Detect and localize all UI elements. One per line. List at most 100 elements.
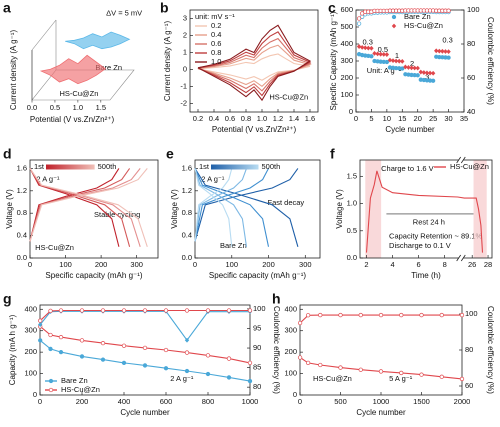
marker: [226, 375, 232, 380]
x-tick-label: 800: [202, 397, 215, 406]
y-axis-label: Specific Capacity (mAh g⁻¹): [329, 11, 338, 110]
panel-label: g: [3, 291, 12, 307]
y-tick-label: 100: [284, 369, 297, 378]
legend-label: 0.8: [211, 48, 221, 57]
marker: [446, 55, 451, 60]
x-tick-label: 0.4: [209, 114, 219, 123]
marker: [439, 374, 444, 379]
y-tick-label: 100: [24, 369, 37, 378]
marker: [459, 312, 465, 318]
marker: [400, 66, 405, 71]
x-tick-label: 2000: [454, 397, 471, 406]
marker: [437, 48, 442, 54]
marker: [142, 363, 148, 368]
marker: [400, 58, 405, 64]
marker: [384, 52, 390, 57]
shade: [365, 160, 382, 258]
series-line: [29, 168, 120, 247]
series-line: [365, 170, 484, 253]
x-tick-label: 300: [299, 260, 312, 269]
panel-label: a: [3, 0, 11, 16]
annotation: 3: [425, 72, 429, 81]
y-tick-label: 3: [183, 13, 187, 22]
y2-tick-label: 80: [467, 39, 475, 48]
annotation: Capacity Retention ~ 89.1%: [389, 231, 483, 240]
y-tick-label: 1.6: [17, 163, 27, 172]
y-tick-label: 600: [340, 5, 353, 14]
x-tick-label: 1.6: [305, 114, 315, 123]
marker: [418, 69, 423, 75]
marker: [100, 340, 106, 346]
x-tick-label: 0: [354, 114, 358, 123]
y-axis-label: Voltage (V): [170, 189, 179, 229]
marker: [297, 355, 303, 360]
plot-frame: [29, 159, 159, 259]
plot-frame: [359, 159, 493, 259]
series-line: [194, 168, 248, 247]
marker: [387, 57, 393, 63]
annotation: 0.3: [362, 38, 372, 47]
x-tick-label: 0.2: [193, 114, 203, 123]
y-tick-label: 0.4: [17, 231, 27, 240]
panel-label: f: [330, 146, 335, 162]
x-tick-label: 100: [226, 260, 239, 269]
marker: [397, 58, 402, 64]
plot-frame: [189, 9, 319, 113]
series-line: [194, 168, 233, 247]
x-tick-label: 0: [193, 260, 197, 269]
x-tick-label: 26: [468, 260, 476, 269]
x-tick-label: 35: [460, 114, 468, 123]
annotation: 2: [410, 59, 414, 68]
marker: [359, 45, 365, 50]
colorbar-label: 500th: [98, 162, 117, 171]
panel-label: h: [272, 291, 281, 307]
x-tick-label: 8: [443, 260, 447, 269]
marker: [100, 308, 106, 313]
annotation: 2 A g⁻¹: [36, 175, 60, 184]
marker: [440, 48, 445, 54]
marker: [375, 51, 380, 57]
break-mark: [456, 156, 462, 164]
marker: [390, 58, 396, 64]
x-axis-label: Potential (V vs.Zn/Zn²⁺): [30, 115, 115, 124]
annotation: Bare Zn: [220, 241, 247, 250]
marker: [399, 312, 404, 318]
marker: [430, 70, 436, 76]
marker: [226, 308, 232, 313]
marker: [419, 312, 424, 318]
marker: [419, 372, 424, 377]
marker: [427, 70, 433, 76]
marker: [48, 308, 53, 314]
marker: [205, 353, 211, 358]
marker: [378, 369, 384, 374]
marker: [305, 313, 311, 318]
legend-label: 0.2: [211, 21, 221, 30]
x-tick-label: 1.4: [289, 114, 299, 123]
series-line: [299, 314, 462, 324]
marker: [443, 49, 448, 54]
series-area: [65, 31, 131, 50]
x-tick-label: 400: [118, 397, 131, 406]
marker: [446, 49, 451, 55]
x-tick-label: 1000: [242, 397, 259, 406]
marker: [205, 371, 211, 377]
marker: [421, 70, 427, 75]
x-tick-label: 1.2: [273, 114, 283, 123]
annotation: ΔV = 5 mV: [106, 9, 142, 18]
y-tick-label: 200: [284, 347, 297, 356]
y-tick-label: 0: [349, 107, 353, 116]
x-tick-label: 0: [38, 397, 42, 406]
x-tick-label: 300: [130, 260, 143, 269]
break-mark: [456, 254, 462, 262]
marker: [459, 376, 465, 382]
marker: [424, 70, 430, 76]
marker: [247, 308, 253, 313]
marker: [142, 308, 148, 313]
marker: [358, 367, 363, 372]
marker: [415, 65, 420, 71]
y-tick-label: 1: [183, 47, 187, 56]
marker: [356, 16, 362, 21]
y-tick-label: 1.6: [182, 163, 192, 172]
y2-tick-label: 100: [253, 304, 266, 313]
